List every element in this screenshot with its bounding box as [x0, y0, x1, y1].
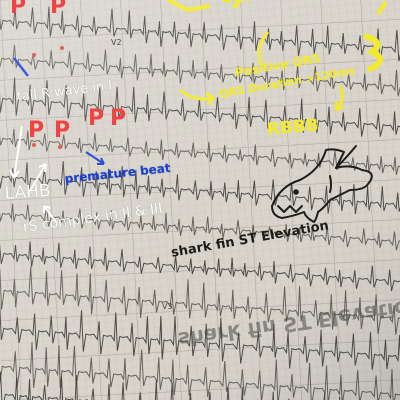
- p-marker: P: [10, 0, 27, 19]
- lead-label: V3: [162, 302, 173, 311]
- p-marker: P: [110, 106, 127, 131]
- p-marker: P: [50, 0, 67, 19]
- p-marker: P: [28, 118, 45, 143]
- p-marker: P: [54, 118, 71, 143]
- p-marker: P: [88, 106, 105, 131]
- lahb-label: LAHB: [4, 180, 52, 204]
- lead-label: V2: [111, 38, 122, 47]
